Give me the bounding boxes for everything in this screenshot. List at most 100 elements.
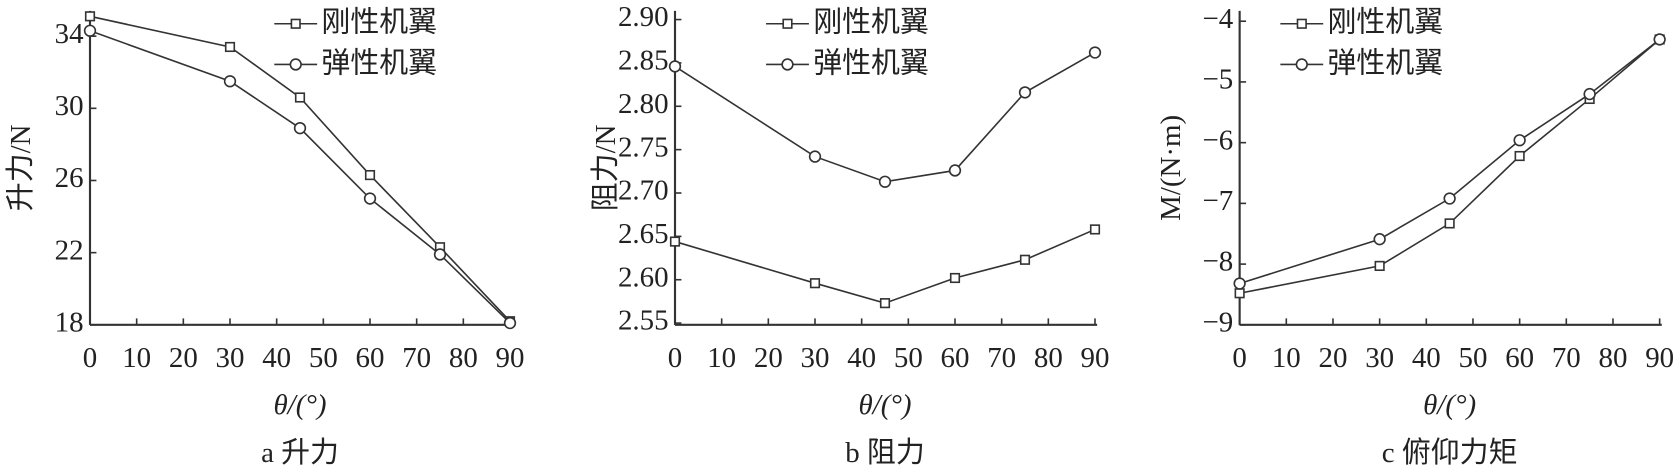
x-tick-label: 70: [1552, 342, 1581, 374]
series-line: [89, 15, 511, 322]
y-tick-label: 2.90: [618, 1, 669, 33]
marker: [948, 164, 962, 177]
x-tick-label: 30: [801, 342, 830, 374]
x-tick-label: 60: [1505, 342, 1534, 374]
y-tick-label: −5: [1202, 64, 1233, 96]
marker: [781, 58, 794, 71]
marker: [293, 122, 307, 135]
y-tick-label: 2.75: [618, 131, 669, 163]
x-tick-label: 90: [1645, 342, 1674, 374]
marker: [808, 150, 822, 163]
x-tick-label: 40: [1412, 342, 1441, 374]
legend-label: 弹性机翼: [1328, 45, 1444, 79]
x-tick-label: 30: [1365, 342, 1394, 374]
marker: [1018, 86, 1032, 99]
x-tick-label: 60: [356, 342, 385, 374]
marker: [879, 298, 891, 309]
marker: [1513, 134, 1526, 147]
y-tick-label: 2.80: [618, 88, 669, 120]
legend-label: 弹性机翼: [813, 45, 929, 79]
chart-title: a 升力: [261, 437, 339, 469]
y-tick-label: −6: [1202, 124, 1233, 156]
marker: [1374, 260, 1385, 272]
y-tick-label: 2.55: [618, 305, 669, 337]
panel: 2.55 2.60 2.65 2.70 2.75 2.80 2.85 2.90 0 10 20 30 4…: [590, 1, 1109, 469]
marker: [223, 75, 237, 88]
marker: [289, 58, 302, 71]
marker: [363, 192, 377, 205]
x-tick-label: 10: [122, 342, 151, 374]
series-line: [674, 51, 1096, 183]
marker: [668, 60, 682, 73]
marker: [949, 272, 961, 284]
x-tick-label: 0: [1232, 342, 1246, 374]
marker: [1019, 254, 1031, 265]
x-tick-label: 40: [847, 342, 876, 374]
x-axis-label: θ/(°): [858, 389, 911, 421]
marker: [1234, 288, 1245, 299]
marker: [1295, 58, 1308, 71]
marker: [1514, 150, 1525, 162]
marker: [1653, 33, 1666, 46]
marker: [1443, 192, 1456, 205]
x-axis-label: θ/(°): [1423, 389, 1476, 421]
x-tick-label: 30: [216, 342, 245, 374]
marker: [1088, 46, 1102, 59]
marker: [503, 316, 517, 330]
x-tick-label: 50: [1459, 342, 1488, 374]
marker: [433, 248, 447, 261]
marker: [290, 18, 301, 29]
series-line: [674, 228, 1096, 304]
marker: [1233, 277, 1246, 290]
x-tick-label: 50: [309, 342, 338, 374]
series-line: [89, 29, 511, 324]
y-tick-label: 22: [55, 234, 84, 266]
marker: [1089, 224, 1101, 235]
x-tick-label: 0: [83, 342, 97, 374]
chart-title: b 阻力: [845, 437, 925, 469]
marker: [782, 18, 793, 29]
y-tick-label: 2.85: [618, 45, 669, 77]
x-tick-label: 80: [449, 342, 478, 374]
y-tick-label: −8: [1202, 246, 1233, 278]
y-tick-label: 26: [55, 162, 84, 194]
legend-label: 弹性机翼: [321, 45, 437, 79]
panel: −9 −8 −7 −6 −5 −4 0 10 20 30 40 50 60 70 80 90 θ/(°) M/(N…: [1155, 3, 1674, 469]
marker: [294, 92, 306, 103]
marker: [1583, 87, 1596, 101]
marker: [878, 175, 892, 188]
x-tick-label: 40: [262, 342, 291, 374]
y-axis-label: 升力/N: [5, 124, 37, 211]
marker: [1296, 18, 1307, 29]
x-tick-label: 70: [402, 342, 431, 374]
y-tick-label: −9: [1202, 306, 1233, 338]
marker: [809, 278, 821, 289]
x-tick-label: 80: [1599, 342, 1628, 374]
y-tick-label: 18: [55, 306, 84, 338]
series-line: [1239, 38, 1661, 295]
x-axis-label: θ/(°): [273, 389, 326, 421]
marker: [83, 24, 97, 37]
marker: [1444, 218, 1455, 229]
x-tick-label: 20: [754, 342, 783, 374]
x-tick-label: 20: [169, 342, 198, 374]
marker: [669, 236, 681, 247]
x-tick-label: 90: [1081, 342, 1110, 374]
marker: [84, 11, 96, 22]
y-tick-label: 2.70: [618, 175, 669, 207]
y-axis-label: 阻力/N: [590, 124, 622, 211]
marker: [224, 41, 236, 53]
x-tick-label: 60: [941, 342, 970, 374]
y-tick-label: −7: [1202, 185, 1233, 217]
legend-label: 刚性机翼: [813, 5, 929, 39]
legend-label: 刚性机翼: [1328, 5, 1444, 39]
y-tick-label: 30: [55, 90, 84, 122]
series-line: [1239, 38, 1661, 285]
y-tick-label: 34: [55, 18, 84, 50]
x-tick-label: 10: [707, 342, 736, 374]
x-tick-label: 90: [496, 342, 525, 374]
x-tick-label: 0: [668, 342, 682, 374]
y-tick-label: 2.60: [618, 261, 669, 293]
y-axis-label: M/(N·m): [1155, 115, 1187, 221]
